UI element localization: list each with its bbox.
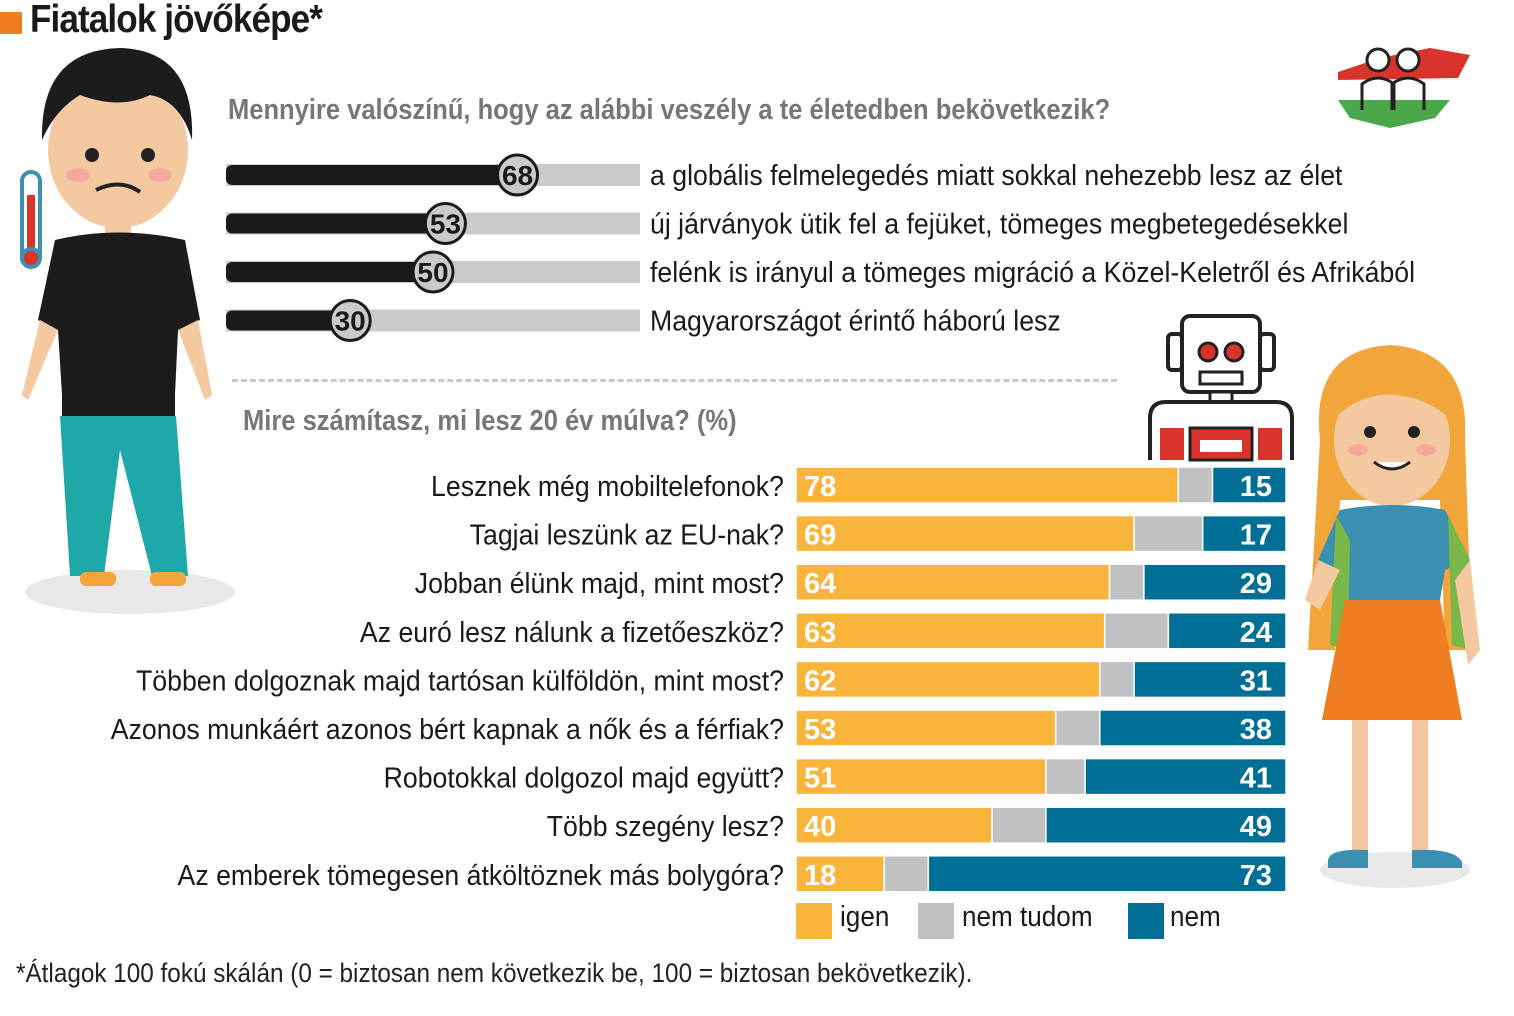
scale-fill-bar	[226, 213, 446, 234]
value-label-no: 31	[1240, 665, 1272, 697]
bar-segment-dontknow	[883, 855, 930, 893]
value-label-yes: 69	[804, 520, 836, 552]
value-label-no: 38	[1240, 714, 1272, 746]
value-label-yes: 53	[804, 714, 836, 746]
bar-segment-no	[1084, 757, 1287, 796]
category-label: új járványok ütik fel a fejüket, tömeges…	[650, 207, 1348, 239]
bar-segment-yes	[795, 466, 1179, 504]
legend-swatch-dontknow	[918, 903, 954, 939]
category-label: Robotokkal dolgozol majd együtt?	[384, 762, 784, 794]
bar-segment-dontknow	[1133, 514, 1204, 553]
value-label-yes: 62	[804, 665, 836, 697]
scale-fill-bar	[226, 165, 518, 185]
bar-segment-dontknow	[1108, 563, 1145, 601]
category-label: Lesznek még mobiltelefonok?	[431, 470, 784, 502]
value-label-no: 24	[1240, 617, 1272, 649]
bar-segment-yes	[795, 709, 1057, 747]
value-label-yes: 64	[804, 568, 836, 600]
value-label-no: 15	[1240, 471, 1272, 503]
boy-illustration	[20, 48, 235, 614]
scale-fill-bar	[226, 262, 433, 282]
bar-segment-yes	[795, 514, 1135, 553]
bar-segment-no	[1211, 466, 1287, 504]
value-label-yes: 40	[804, 811, 836, 843]
bar-segment-yes	[795, 660, 1101, 699]
bar-segment-no	[1099, 709, 1287, 747]
category-label: Tagjai leszünk az EU-nak?	[470, 519, 784, 551]
question-2-title: Mire számítasz, mi lesz 20 év múlva? (%)	[243, 405, 737, 437]
bar-segment-no	[1201, 514, 1287, 553]
bar-segment-dontknow	[1103, 612, 1170, 650]
value-label-no: 49	[1240, 811, 1272, 843]
bar-segment-dontknow	[1054, 709, 1101, 747]
category-label: Az euró lesz nálunk a fizetőeszköz?	[360, 616, 784, 648]
value-label-no: 29	[1240, 568, 1272, 600]
category-label: Azonos munkáért azonos bért kapnak a nők…	[111, 713, 784, 745]
value-label-no: 73	[1240, 860, 1272, 892]
bar-segment-dontknow	[1045, 757, 1086, 796]
category-label: Magyarországot érintő háború lesz	[650, 304, 1061, 336]
bar-segment-yes	[795, 612, 1106, 650]
hungary-map-icon	[1336, 47, 1470, 128]
legend-swatch-yes	[796, 903, 832, 939]
value-label-yes: 18	[804, 860, 836, 892]
value-label: 30	[335, 306, 366, 337]
bar-segment-no	[1167, 612, 1287, 650]
legend-label-dontknow: nem tudom	[962, 901, 1093, 933]
scale-fill-bar	[226, 310, 351, 331]
legend-swatch-no	[1128, 903, 1164, 939]
page-title: Fiatalok jövőképe*	[30, 0, 323, 41]
value-label-no: 41	[1240, 763, 1272, 795]
robot-icon	[1148, 314, 1294, 462]
bar-segment-yes	[795, 757, 1047, 796]
value-label-yes: 51	[804, 763, 836, 795]
value-label-no: 17	[1240, 520, 1272, 552]
value-label: 50	[417, 257, 448, 288]
value-marker	[328, 299, 372, 342]
bar-segment-no	[1143, 563, 1287, 601]
divider	[232, 379, 1117, 382]
value-marker	[411, 250, 455, 294]
bar-segment-no	[927, 855, 1287, 893]
bar-segment-dontknow	[1099, 660, 1135, 699]
bar-segment-dontknow	[991, 806, 1047, 844]
footnote: *Átlagok 100 fokú skálán (0 = biztosan n…	[16, 958, 973, 988]
category-label: Több szegény lesz?	[547, 810, 784, 842]
value-label-yes: 63	[804, 617, 836, 649]
category-label: Többen dolgoznak majd tartósan külföldön…	[136, 664, 784, 696]
bar-segment-no	[1045, 806, 1287, 844]
bar-segment-yes	[795, 855, 885, 893]
value-label: 53	[430, 209, 461, 240]
category-label: a globális felmelegedés miatt sokkal neh…	[650, 159, 1343, 191]
category-label: Jobban élünk majd, mint most?	[415, 567, 784, 599]
category-label: felénk is irányul a tömeges migráció a K…	[650, 256, 1415, 288]
value-label-yes: 78	[804, 471, 836, 503]
legend-label-no: nem	[1170, 901, 1221, 933]
value-marker	[423, 202, 467, 245]
bar-segment-dontknow	[1177, 466, 1214, 504]
legend-label-yes: igen	[840, 901, 890, 933]
title-accent-mark	[0, 12, 22, 34]
value-label: 68	[502, 160, 533, 191]
question-1-title: Mennyire valószínű, hogy az alábbi veszé…	[228, 94, 1111, 126]
bar-segment-yes	[795, 563, 1111, 601]
bar-segment-yes	[795, 806, 993, 844]
value-marker	[496, 153, 540, 197]
girl-illustration	[1305, 345, 1480, 888]
bar-segment-no	[1133, 660, 1287, 699]
category-label: Az emberek tömegesen átköltöznek más bol…	[178, 859, 784, 891]
